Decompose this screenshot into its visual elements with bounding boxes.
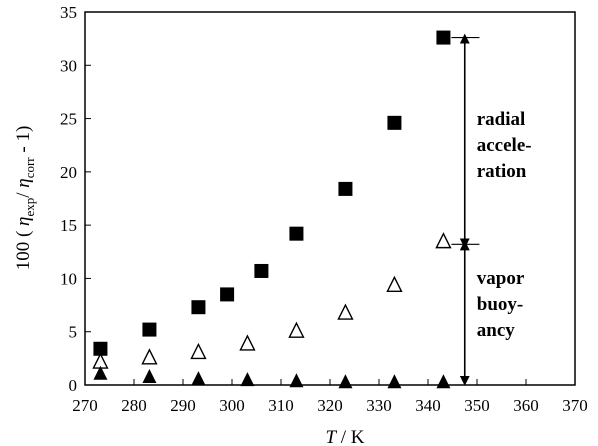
x-tick-label: 280 xyxy=(121,396,147,415)
radial-acceleration-label: accele- xyxy=(477,135,532,156)
data-point-open-triangle xyxy=(239,334,256,351)
data-point-square xyxy=(93,341,108,356)
data-point-square xyxy=(387,115,402,130)
x-tick-label: 350 xyxy=(464,396,490,415)
y-tick-label: 10 xyxy=(60,269,77,288)
data-point-square xyxy=(191,300,206,315)
radial-acceleration-label: ration xyxy=(477,161,527,182)
data-point-open-triangle xyxy=(337,303,354,320)
x-axis-ticks: 270 280 290 300 310 320 330 340 350 360 370 xyxy=(72,379,588,415)
data-point-square xyxy=(338,181,353,196)
y-tick-label: 5 xyxy=(69,323,78,342)
y-tick-label: 35 xyxy=(60,3,77,22)
x-tick-label: 370 xyxy=(562,396,588,415)
vapor-buoyancy-label: vapor xyxy=(477,268,525,289)
x-tick-label: 340 xyxy=(415,396,441,415)
y-tick-label: 25 xyxy=(60,110,77,129)
y-axis-label: 100 ( ηexp/ ηcorr - 1) xyxy=(13,126,37,271)
x-tick-label: 310 xyxy=(268,396,294,415)
data-point-filled-triangle xyxy=(436,374,451,389)
y-tick-label: 30 xyxy=(60,56,77,75)
data-point-square xyxy=(254,263,269,278)
data-point-square xyxy=(289,226,304,241)
x-tick-label: 320 xyxy=(317,396,343,415)
y-axis-ticks: 0 5 10 15 20 25 30 35 xyxy=(60,3,91,395)
y-tick-label: 0 xyxy=(69,376,78,395)
data-point-filled-triangle xyxy=(142,368,157,383)
x-axis-label: T / K xyxy=(325,427,364,446)
x-tick-label: 330 xyxy=(366,396,392,415)
data-point-filled-triangle xyxy=(240,372,255,387)
y-tick-label: 15 xyxy=(60,216,77,235)
data-point-square xyxy=(436,30,451,45)
data-point-filled-triangle xyxy=(93,365,108,380)
data-point-open-triangle xyxy=(288,321,305,338)
x-tick-label: 270 xyxy=(72,396,98,415)
data-point-filled-triangle xyxy=(387,374,402,389)
data-point-open-triangle xyxy=(386,275,403,293)
data-point-filled-triangle xyxy=(338,374,353,389)
x-tick-label: 300 xyxy=(219,396,245,415)
x-tick-label: 360 xyxy=(513,396,539,415)
data-point-filled-triangle xyxy=(289,373,304,388)
radial-acceleration-label: radial xyxy=(477,109,526,130)
x-tick-label: 290 xyxy=(170,396,196,415)
data-point-open-triangle xyxy=(435,232,452,249)
y-tick-label: 20 xyxy=(60,163,77,182)
data-point-open-triangle xyxy=(141,348,158,365)
data-point-square xyxy=(220,287,235,302)
data-point-filled-triangle xyxy=(191,371,206,386)
data-point-square xyxy=(142,322,157,337)
annotations: radial accele-ration vapor buoy-ancy xyxy=(451,33,532,386)
vapor-buoyancy-label: buoy- xyxy=(477,294,523,315)
vapor-buoyancy-label: ancy xyxy=(477,320,516,341)
data-point-open-triangle xyxy=(190,342,207,360)
data-series xyxy=(92,30,452,389)
